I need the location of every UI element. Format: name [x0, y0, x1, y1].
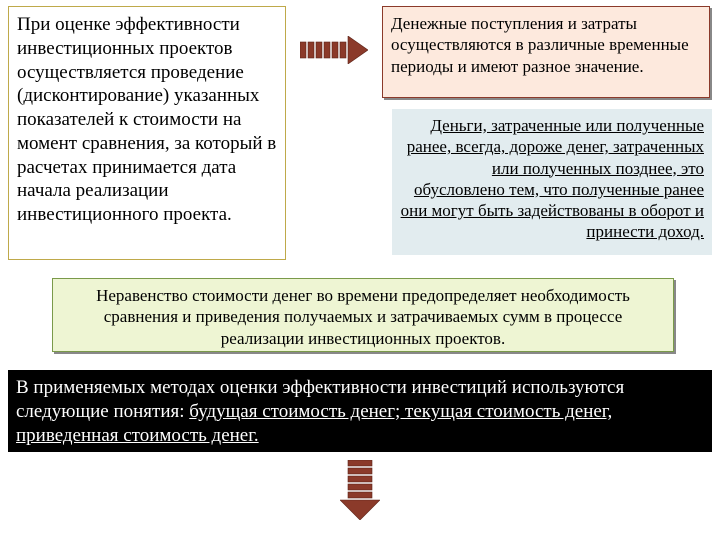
box-money-time-value: Деньги, затраченные или полученные ранее… [392, 109, 712, 255]
box-inequality-statement: Неравенство стоимости денег во времени п… [52, 278, 674, 352]
box-evaluation-description: При оценке эффективности инвестиционных … [8, 6, 286, 260]
box-concepts-used: В применяемых методах оценки эффективнос… [8, 370, 712, 452]
box-cash-flows: Денежные поступления и затраты осуществл… [382, 6, 710, 98]
arrow-down-icon [340, 460, 380, 520]
arrow-right-icon [300, 36, 368, 64]
